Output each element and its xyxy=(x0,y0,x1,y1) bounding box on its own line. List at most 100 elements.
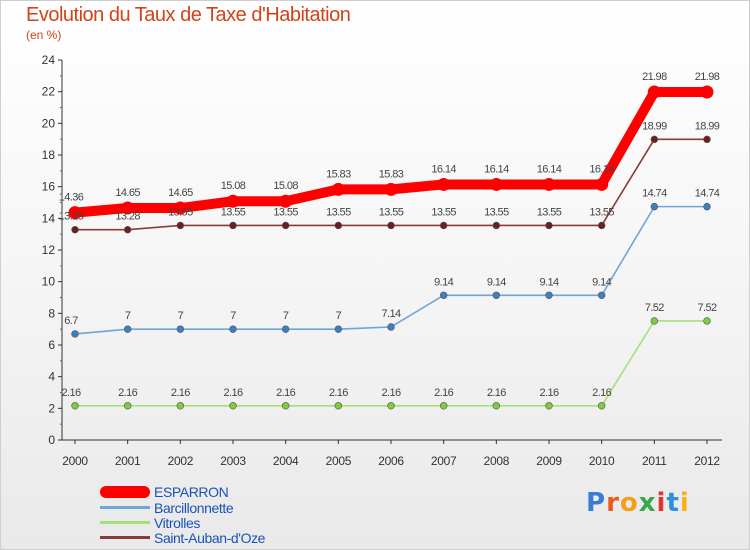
data-point xyxy=(595,177,609,191)
data-point xyxy=(384,182,398,196)
x-tick-label: 2011 xyxy=(642,454,667,468)
legend-swatch-vitrolles xyxy=(100,521,150,524)
x-tick-label: 2009 xyxy=(536,454,562,468)
data-point xyxy=(597,402,606,410)
data-label: 18.99 xyxy=(642,120,667,132)
logo-letter: x xyxy=(638,488,657,518)
data-point xyxy=(597,291,606,299)
legend-swatch-saint-auban xyxy=(100,536,150,539)
legend-label-esparron: ESPARRON xyxy=(154,484,229,500)
data-point xyxy=(650,317,659,325)
data-point xyxy=(68,206,82,220)
legend-item-barcillonnette: Barcillonnette xyxy=(100,500,360,516)
data-label: 2.16 xyxy=(592,387,611,399)
data-label: 2.16 xyxy=(434,387,453,399)
data-label: 13.55 xyxy=(379,206,404,218)
x-tick-label: 2000 xyxy=(62,454,88,468)
data-point xyxy=(334,402,343,410)
data-point xyxy=(545,221,553,230)
data-point xyxy=(489,177,503,191)
data-point xyxy=(279,194,293,208)
data-label: 7.14 xyxy=(381,308,400,320)
data-label: 16.14 xyxy=(537,163,562,175)
proxiti-logo: Proxiti xyxy=(586,488,690,518)
data-label: 14.74 xyxy=(695,188,720,200)
data-point xyxy=(331,182,345,196)
data-label: 7.52 xyxy=(697,302,716,314)
data-point xyxy=(334,325,343,333)
x-tick-label: 2003 xyxy=(220,454,246,468)
data-point xyxy=(176,325,185,333)
data-label: 15.08 xyxy=(273,180,298,192)
logo-letter: i xyxy=(679,488,690,518)
data-label: 7 xyxy=(178,310,184,322)
data-label: 9.14 xyxy=(434,276,453,288)
data-point xyxy=(647,85,661,99)
data-label: 16.14 xyxy=(431,163,456,175)
x-tick-label: 2004 xyxy=(273,454,299,468)
data-point xyxy=(437,177,451,191)
legend-swatch-barcillonnette xyxy=(100,506,150,509)
legend-item-saint-auban: Saint-Auban-d'Oze xyxy=(100,530,360,546)
data-label: 21.98 xyxy=(642,71,667,83)
data-label: 9.14 xyxy=(487,276,506,288)
data-point xyxy=(229,325,237,333)
data-label: 2.16 xyxy=(539,387,558,399)
data-label: 13.28 xyxy=(115,211,140,223)
y-tick-label: 18 xyxy=(42,148,56,162)
data-point xyxy=(229,221,237,230)
data-point xyxy=(176,221,185,230)
data-label: 7 xyxy=(125,310,131,322)
legend-label-vitrolles: Vitrolles xyxy=(154,515,200,531)
data-label: 2.16 xyxy=(487,387,506,399)
chart-title: Evolution du Taux de Taxe d'Habitation xyxy=(26,4,351,26)
data-point xyxy=(597,221,606,230)
data-label: 13.55 xyxy=(168,206,193,218)
data-point xyxy=(542,177,556,191)
data-label: 6.7 xyxy=(64,315,78,327)
legend-label-saint-auban: Saint-Auban-d'Oze xyxy=(154,530,266,546)
data-label: 7 xyxy=(283,310,289,322)
data-label: 18.99 xyxy=(695,120,720,132)
x-tick-label: 2008 xyxy=(484,454,510,468)
data-point xyxy=(387,323,395,331)
y-tick-label: 16 xyxy=(42,180,56,194)
data-point xyxy=(700,85,714,99)
data-point xyxy=(334,221,343,230)
data-label: 2.16 xyxy=(276,387,295,399)
y-tick-label: 2 xyxy=(48,401,55,415)
x-tick-label: 2012 xyxy=(694,454,720,468)
data-label: 13.55 xyxy=(484,206,509,218)
y-tick-label: 6 xyxy=(48,338,55,352)
data-label: 15.83 xyxy=(326,168,351,180)
data-label: 2.16 xyxy=(381,387,400,399)
data-label: 7 xyxy=(230,310,236,322)
data-point xyxy=(703,135,711,144)
x-tick-label: 2010 xyxy=(589,454,615,468)
data-point xyxy=(281,325,290,333)
data-label: 16.14 xyxy=(484,163,509,175)
data-point xyxy=(650,202,659,211)
data-label: 13.55 xyxy=(221,206,246,218)
logo-letter: r xyxy=(606,488,620,518)
data-label: 14.65 xyxy=(168,187,193,199)
data-label: 13.55 xyxy=(273,206,298,218)
data-point xyxy=(439,402,448,410)
data-point xyxy=(545,291,553,299)
x-tick-label: 2002 xyxy=(168,454,194,468)
data-label: 13.28 xyxy=(59,211,84,223)
y-tick-label: 10 xyxy=(42,275,56,289)
y-tick-label: 22 xyxy=(42,85,56,99)
x-tick-label: 2001 xyxy=(115,454,141,468)
data-label: 15.08 xyxy=(221,180,246,192)
legend-swatch-esparron xyxy=(100,486,150,498)
data-label: 13.55 xyxy=(431,206,456,218)
data-point xyxy=(387,221,395,230)
legend-item-esparron: ESPARRON xyxy=(100,484,360,500)
y-tick-label: 14 xyxy=(42,211,56,225)
y-tick-label: 0 xyxy=(48,433,55,447)
logo-letter: t xyxy=(666,488,680,518)
data-point xyxy=(439,291,448,299)
